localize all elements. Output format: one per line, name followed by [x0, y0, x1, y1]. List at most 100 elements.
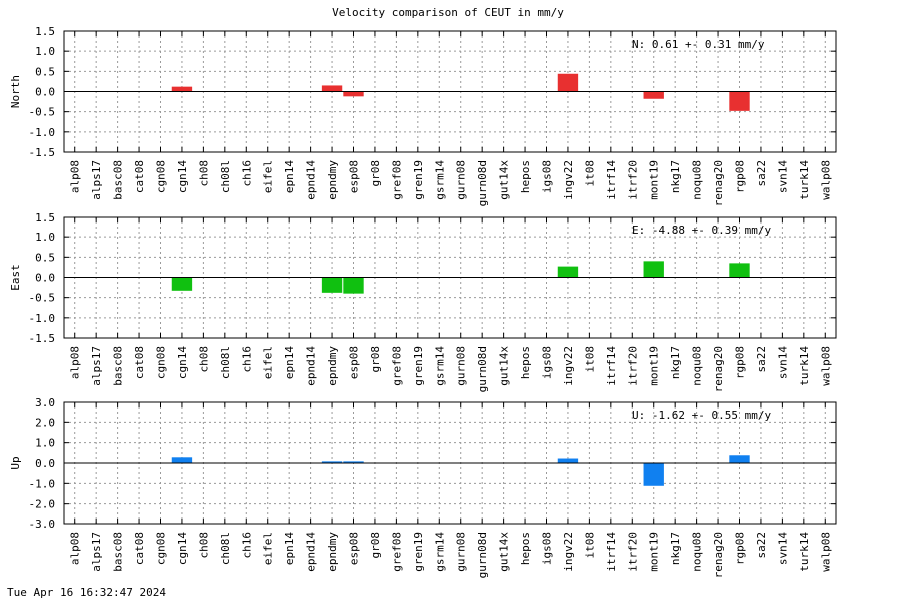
chart-title: Velocity comparison of CEUT in mm/y — [332, 6, 564, 19]
panel-annotation: E: -4.88 +- 0.39 mm/y — [632, 224, 771, 237]
x-tick-label: nkg17 — [669, 532, 682, 565]
bar-east-epndmy — [321, 277, 343, 293]
x-tick-label: ch16 — [240, 160, 253, 187]
x-tick-label: alps17 — [90, 346, 103, 386]
x-tick-label: gr08 — [369, 532, 382, 559]
y-tick-label: 0.0 — [35, 272, 55, 285]
x-tick-label: gut14x — [498, 346, 511, 386]
x-tick-label: gurn08d — [476, 532, 489, 578]
x-tick-label: ch08l — [219, 160, 232, 193]
panel-annotation: N: 0.61 +- 0.31 mm/y — [632, 38, 765, 51]
x-tick-label: cgn08 — [155, 160, 168, 193]
bar-north-esp08 — [343, 91, 364, 97]
x-tick-label: epn14 — [283, 160, 296, 193]
x-tick-label: gsrm14 — [433, 532, 446, 572]
panel-annotation: U: -1.62 +- 0.55 mm/y — [632, 409, 771, 422]
x-tick-label: esp08 — [348, 532, 361, 565]
x-tick-label: ch08 — [197, 532, 210, 559]
bar-east-mont19 — [643, 261, 664, 278]
x-tick-label: igs08 — [541, 346, 554, 379]
x-tick-label: itrf20 — [626, 346, 639, 386]
x-tick-label: it08 — [583, 160, 596, 187]
x-tick-label: it08 — [583, 532, 596, 559]
x-tick-label: itrf20 — [626, 160, 639, 200]
bar-up-epndmy — [321, 461, 343, 463]
x-tick-label: eifel — [262, 346, 275, 379]
x-tick-label: noqu08 — [691, 160, 704, 200]
plot-frame — [63, 30, 837, 153]
x-tick-label: cgn08 — [155, 532, 168, 565]
x-tick-label: gren19 — [412, 160, 425, 200]
y-tick-label: 1.0 — [35, 45, 55, 58]
x-tick-label: ch08 — [197, 160, 210, 187]
y-tick-label: -2.0 — [29, 498, 56, 511]
x-tick-label: turk14 — [798, 532, 811, 572]
x-tick-label: walp08 — [819, 346, 832, 386]
x-tick-label: gsrm14 — [433, 160, 446, 200]
chart-panels: 1.5 1.0 0.5 0.0 -0.5 -1.0 -1.5 alp08 alps17 basc0… — [9, 25, 837, 578]
x-tick-label: igs08 — [541, 532, 554, 565]
x-tick-label: hepos — [519, 346, 532, 379]
x-tick-label: gurn08 — [455, 532, 468, 572]
x-tick-label: epnd14 — [305, 160, 318, 200]
x-tick-label: ingv22 — [562, 532, 575, 572]
y-tick-label: 1.0 — [35, 437, 55, 450]
x-tick-label: rgp08 — [734, 160, 747, 193]
x-tick-label: gurn08d — [476, 160, 489, 206]
x-tick-label: alp08 — [69, 160, 82, 193]
x-tick-label: epndmy — [326, 532, 339, 572]
x-tick-label: cat08 — [133, 160, 146, 193]
x-tick-label: alps17 — [90, 532, 103, 572]
plot-frame — [63, 401, 837, 525]
x-tick-label: esp08 — [348, 346, 361, 379]
bar-up-mont19 — [643, 463, 664, 486]
x-tick-label: svn14 — [776, 532, 789, 565]
x-tick-label: gren19 — [412, 532, 425, 572]
x-tick-label: cgn14 — [176, 160, 189, 193]
x-tick-label: sa22 — [755, 532, 768, 559]
y-tick-label: -1.5 — [29, 146, 56, 159]
x-tick-label: mont19 — [648, 532, 661, 572]
x-tick-label: cgn08 — [155, 346, 168, 379]
x-tick-label: hepos — [519, 532, 532, 565]
x-tick-label: ch16 — [240, 346, 253, 373]
y-tick-label: 1.0 — [35, 231, 55, 244]
panel-up: 3.0 2.0 1.0 0.0 -1.0 -2.0 -3.0 alp08 alps17 basc0… — [9, 396, 837, 578]
x-tick-label: gref08 — [390, 532, 403, 572]
x-tick-label: hepos — [519, 160, 532, 193]
bar-east-cgn14 — [171, 277, 193, 291]
x-tick-label: walp08 — [819, 532, 832, 572]
x-tick-label: noqu08 — [691, 532, 704, 572]
x-tick-label: nkg17 — [669, 346, 682, 379]
x-tick-label: basc08 — [112, 532, 125, 572]
y-tick-label: 0.5 — [35, 65, 55, 78]
x-tick-label: gref08 — [390, 160, 403, 200]
x-tick-label: gr08 — [369, 346, 382, 373]
x-tick-label: ch08l — [219, 346, 232, 379]
timestamp: Tue Apr 16 16:32:47 2024 — [7, 586, 166, 599]
plot-frame — [63, 216, 837, 339]
y-tick-label: -1.0 — [29, 477, 56, 490]
y-tick-label: -0.5 — [29, 106, 56, 119]
panel-north: 1.5 1.0 0.5 0.0 -0.5 -1.0 -1.5 alp08 alps17 basc0… — [9, 25, 837, 206]
x-tick-label: esp08 — [348, 160, 361, 193]
x-tick-label: rgp08 — [734, 532, 747, 565]
x-tick-label: basc08 — [112, 346, 125, 386]
x-tick-label: alps17 — [90, 160, 103, 200]
bar-up-ingv22 — [557, 458, 579, 463]
x-tick-label: walp08 — [819, 160, 832, 200]
bar-up-cgn14 — [171, 457, 193, 463]
x-tick-label: gut14x — [498, 160, 511, 200]
x-tick-label: gurn08d — [476, 346, 489, 392]
x-tick-label: turk14 — [798, 160, 811, 200]
x-tick-label: nkg17 — [669, 160, 682, 193]
x-tick-label: epndmy — [326, 160, 339, 200]
y-tick-label: -3.0 — [29, 518, 56, 531]
x-tick-label: turk14 — [798, 346, 811, 386]
x-tick-label: epn14 — [283, 532, 296, 565]
x-tick-label: gren19 — [412, 346, 425, 386]
x-tick-label: ingv22 — [562, 346, 575, 386]
x-tick-label: ch08 — [197, 346, 210, 373]
x-tick-label: cgn14 — [176, 532, 189, 565]
